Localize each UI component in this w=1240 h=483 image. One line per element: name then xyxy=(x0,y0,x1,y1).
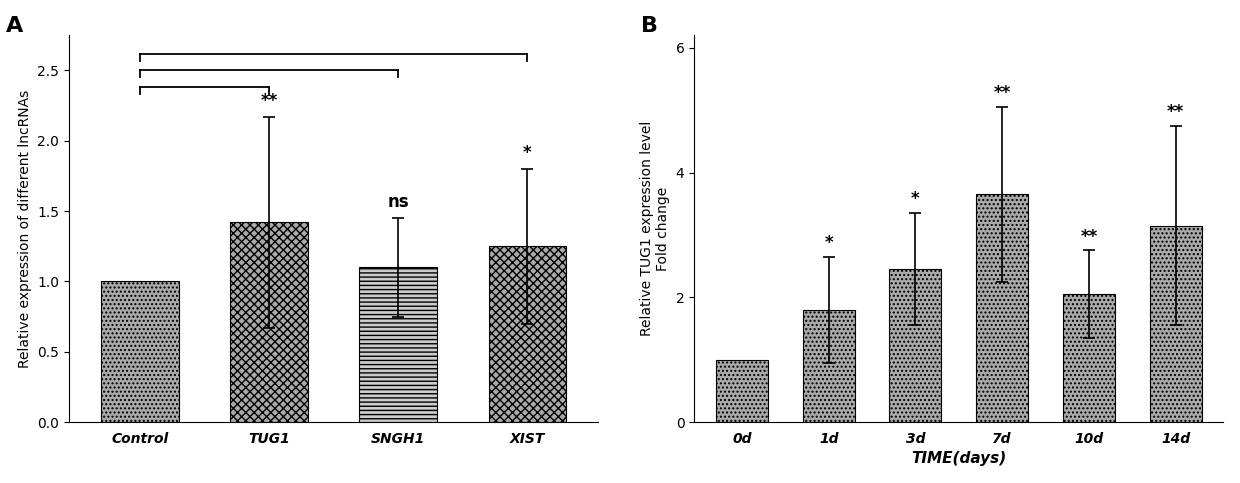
Bar xyxy=(360,267,436,422)
Bar xyxy=(1063,294,1115,422)
Bar xyxy=(1149,226,1202,422)
X-axis label: TIME(days): TIME(days) xyxy=(911,451,1007,466)
Bar xyxy=(976,194,1028,422)
Text: *: * xyxy=(825,234,833,252)
Bar xyxy=(231,222,308,422)
Text: **: ** xyxy=(1167,103,1184,121)
Text: **: ** xyxy=(1080,227,1097,245)
Text: ns: ns xyxy=(387,193,409,211)
Text: **: ** xyxy=(260,92,278,110)
Y-axis label: Relative TUG1 expression level
Fold change: Relative TUG1 expression level Fold chan… xyxy=(640,121,670,336)
Bar xyxy=(802,310,854,422)
Bar xyxy=(489,246,565,422)
Text: B: B xyxy=(641,16,658,36)
Y-axis label: Relative expression of different lncRNAs: Relative expression of different lncRNAs xyxy=(17,89,32,368)
Text: *: * xyxy=(523,144,532,162)
Text: *: * xyxy=(911,190,920,208)
Text: A: A xyxy=(6,16,22,36)
Bar xyxy=(715,360,768,422)
Text: **: ** xyxy=(993,84,1011,102)
Bar xyxy=(889,269,941,422)
Bar xyxy=(102,282,179,422)
